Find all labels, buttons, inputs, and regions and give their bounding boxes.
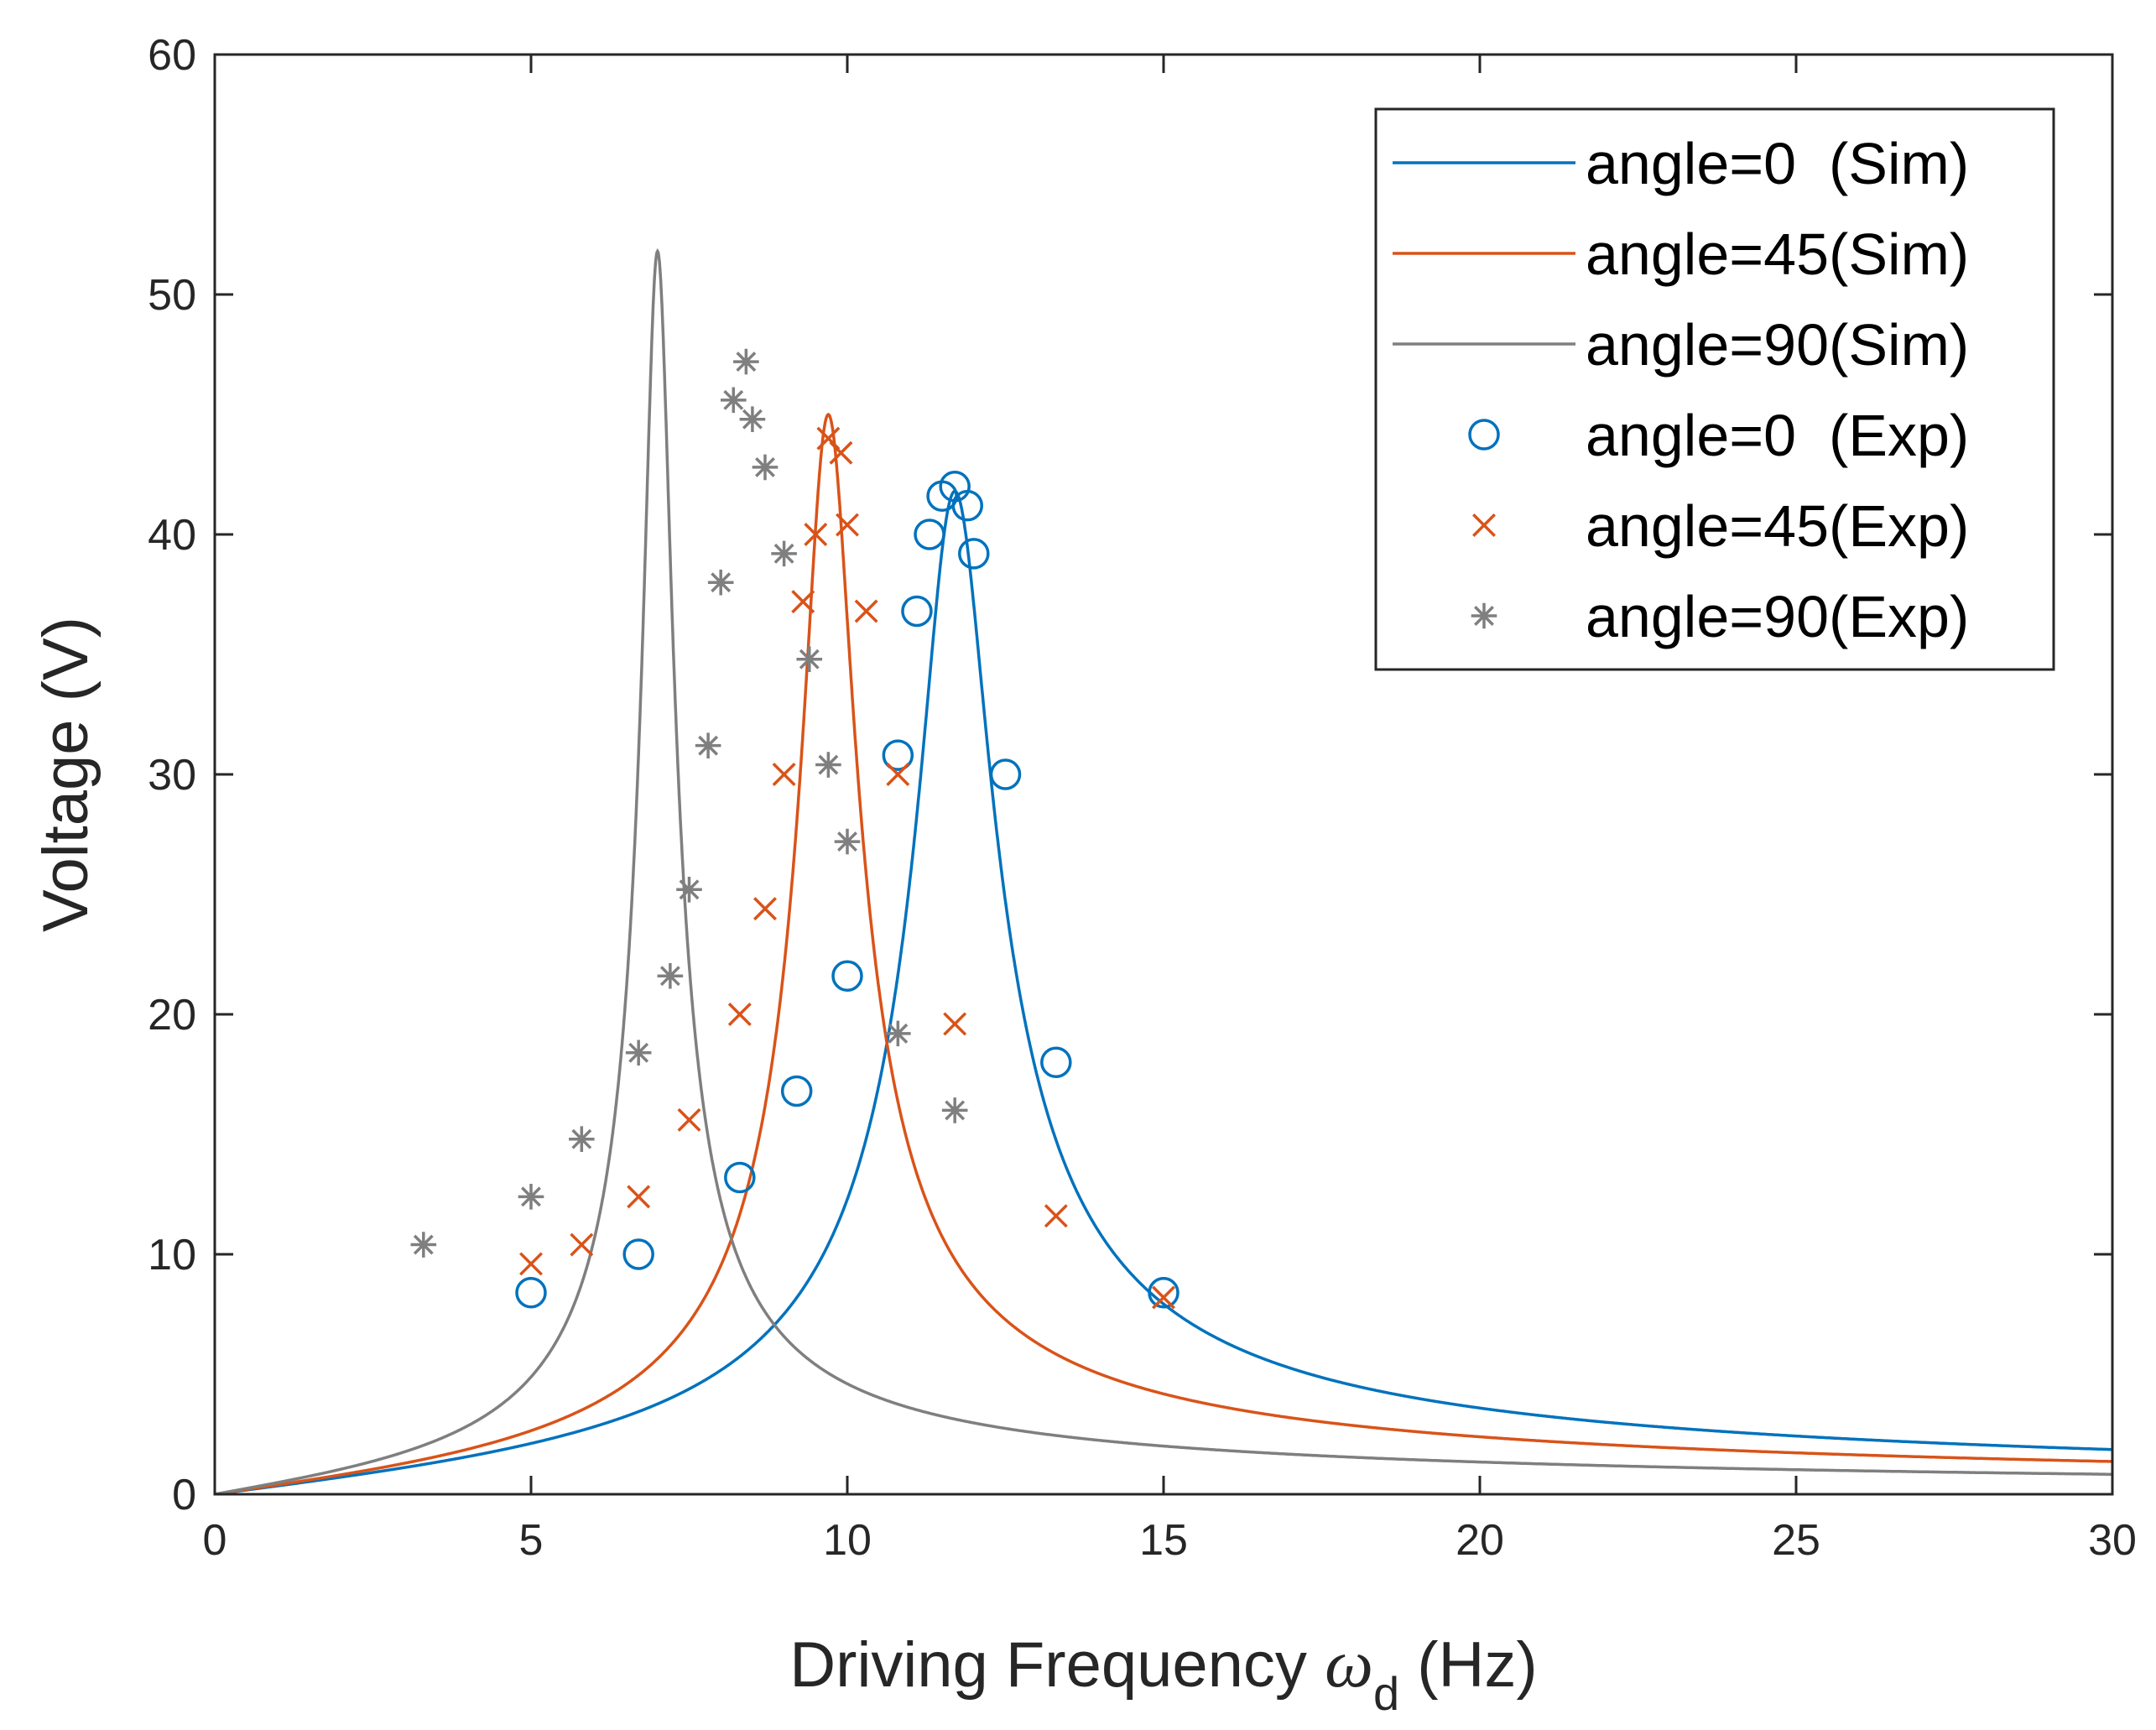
exp-point-angle-45-exp [772, 763, 796, 786]
exp-point-angle-90-exp [518, 1184, 544, 1210]
x-tick-label: 0 [203, 1516, 227, 1565]
legend-swatch [1471, 602, 1497, 629]
legend-swatch [1468, 419, 1500, 451]
legend-swatch [1472, 513, 1496, 537]
exp-point-angle-0-exp [958, 538, 990, 570]
exp-point-angle-90-exp [707, 569, 734, 596]
exp-point-angle-90-exp [410, 1232, 437, 1258]
legend-item: angle=45(Exp) [1472, 493, 1969, 559]
sim-curve-angle-90-sim [215, 248, 2112, 1494]
exp-point-angle-0-exp [831, 960, 863, 992]
y-tick-label: 40 [148, 511, 196, 560]
exp-point-angle-90-exp [739, 406, 766, 433]
legend-label: angle=45(Sim) [1586, 221, 1969, 287]
x-tick-label: 25 [1772, 1516, 1820, 1565]
y-tick-label: 30 [148, 751, 196, 800]
exp-point-angle-90-exp [885, 1020, 911, 1047]
legend-label: angle=45(Exp) [1586, 493, 1969, 559]
sim-curve-angle-0-sim [215, 489, 2112, 1494]
legend-label: angle=90(Exp) [1586, 584, 1969, 649]
exp-point-angle-0-exp [901, 595, 933, 628]
x-tick-label: 30 [2088, 1516, 2137, 1565]
legend-label: angle=90(Sim) [1586, 312, 1969, 378]
exp-point-angle-0-exp [914, 518, 945, 550]
exp-point-angle-90-exp [834, 828, 861, 855]
exp-point-angle-90-exp [941, 1097, 968, 1123]
exp-point-angle-0-exp [1148, 1277, 1180, 1309]
exp-point-angle-90-exp [569, 1126, 595, 1153]
exp-point-angle-45-exp [886, 763, 910, 786]
exp-point-angle-90-exp [796, 646, 823, 673]
y-tick-label: 10 [148, 1231, 196, 1279]
exp-point-angle-0-exp [780, 1075, 813, 1107]
exp-point-angle-45-exp [519, 1252, 543, 1276]
exp-point-angle-0-exp [724, 1161, 756, 1194]
exp-point-angle-45-exp [727, 1003, 752, 1026]
exp-point-angle-90-exp [657, 962, 684, 989]
legend-item: angle=90(Exp) [1471, 584, 1969, 649]
exp-point-angle-0-exp [1040, 1046, 1072, 1078]
legend-item: angle=45(Sim) [1393, 221, 1969, 287]
exp-point-angle-45-exp [627, 1185, 651, 1209]
exp-point-angle-45-exp [804, 523, 828, 546]
y-tick-label: 50 [148, 271, 196, 320]
exp-point-angle-90-exp [752, 454, 779, 481]
y-tick-label: 60 [148, 31, 196, 80]
legend-label: angle=0 (Exp) [1586, 403, 1969, 468]
exp-point-angle-0-exp [951, 489, 984, 522]
exp-point-angle-90-exp [733, 348, 759, 375]
y-axis-title: Voltage (V) [30, 617, 102, 932]
exp-point-angle-45-exp [791, 590, 815, 614]
exp-point-angle-45-exp [570, 1232, 594, 1257]
exp-point-angle-0-exp [882, 739, 914, 771]
x-tick-label: 20 [1456, 1516, 1504, 1565]
legend-label: angle=0 (Sim) [1586, 131, 1969, 196]
exp-point-angle-45-exp [677, 1107, 701, 1132]
x-axis-title: Driving Frequency ωd (Hz) [789, 1625, 1538, 1720]
exp-markers [410, 348, 1180, 1310]
exp-point-angle-45-exp [943, 1012, 967, 1036]
exp-point-angle-90-exp [771, 540, 797, 567]
exp-point-angle-45-exp [1044, 1204, 1068, 1228]
x-tick-label: 15 [1139, 1516, 1188, 1565]
x-axis: 0 5 10 15 20 25 30 [203, 55, 2137, 1565]
exp-point-angle-90-exp [720, 387, 747, 414]
exp-point-angle-90-exp [815, 752, 841, 778]
legend-item: angle=90(Sim) [1393, 312, 1969, 378]
exp-point-angle-90-exp [625, 1040, 652, 1066]
exp-point-angle-90-exp [676, 876, 702, 903]
legend-item: angle=0 (Exp) [1468, 403, 1969, 468]
legend-box [1374, 107, 2055, 671]
exp-point-angle-0-exp [989, 758, 1022, 790]
exp-point-angle-45-exp [753, 897, 777, 921]
exp-point-angle-45-exp [1152, 1285, 1175, 1310]
x-tick-label: 5 [519, 1516, 544, 1565]
sim-curve-angle-45-sim [215, 413, 2112, 1494]
legend-item: angle=0 (Sim) [1393, 131, 1969, 196]
exp-point-angle-45-exp [836, 513, 859, 537]
exp-point-angle-0-exp [622, 1238, 654, 1270]
legend: angle=0 (Sim) angle=45(Sim) angle=90(Sim) a… [1374, 107, 2055, 671]
exp-point-angle-45-exp [829, 440, 853, 465]
sim-lines [215, 248, 2112, 1494]
y-tick-label: 20 [148, 991, 196, 1040]
exp-point-angle-0-exp [515, 1277, 547, 1309]
exp-point-angle-90-exp [695, 732, 721, 758]
exp-point-angle-45-exp [854, 599, 878, 623]
x-tick-label: 10 [823, 1516, 872, 1565]
y-tick-label: 0 [172, 1471, 196, 1519]
y-axis: 0 10 20 30 40 50 60 [148, 31, 2112, 1519]
